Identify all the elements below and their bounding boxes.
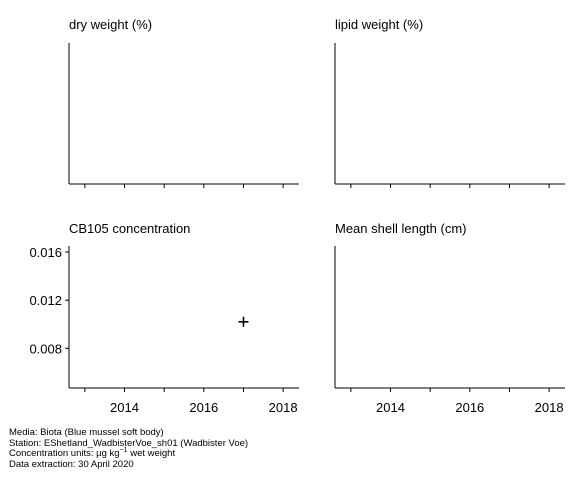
footer-units-suffix: wet weight [127, 448, 176, 459]
y-tick-label: 0.008 [29, 341, 62, 356]
footer-extraction: Data extraction: 30 April 2020 [9, 458, 134, 470]
data-point [238, 316, 249, 327]
x-tick-label: 2018 [269, 400, 298, 415]
x-tick-label: 2016 [455, 400, 484, 415]
x-tick-label: 2018 [535, 400, 564, 415]
x-tick-label: 2016 [189, 400, 218, 415]
panel-2: lipid weight (%) [334, 17, 565, 188]
x-tick-label: 2014 [110, 400, 139, 415]
y-tick-label: 0.012 [29, 293, 62, 308]
y-tick-label: 0.016 [29, 245, 62, 260]
footer: Media: Biota (Blue mussel soft body) Sta… [9, 427, 249, 470]
panel-title: Mean shell length (cm) [335, 221, 467, 236]
footer-units: Concentration units: µg kg−1 wet weight [9, 447, 248, 460]
footer-station: Station: EShetland_WadbisterVoe_sh01 (Wa… [9, 437, 249, 449]
panel-title: dry weight (%) [69, 17, 152, 32]
panel-3: CB105 concentration 2014 2016 2018 0.008 0.01… [29, 221, 299, 415]
footer-media: Media: Biota (Blue mussel soft body) [9, 427, 164, 438]
footer-units-prefix: Concentration units: µg kg [9, 448, 120, 459]
panel-title: CB105 concentration [69, 221, 190, 236]
panel-1: dry weight (%) [68, 17, 299, 188]
x-tick-label: 2014 [376, 400, 405, 415]
footer-units-sup: −1 [119, 447, 128, 454]
panel-4: Mean shell length (cm) 2014 2016 2018 [334, 221, 565, 415]
panel-title: lipid weight (%) [335, 17, 423, 32]
